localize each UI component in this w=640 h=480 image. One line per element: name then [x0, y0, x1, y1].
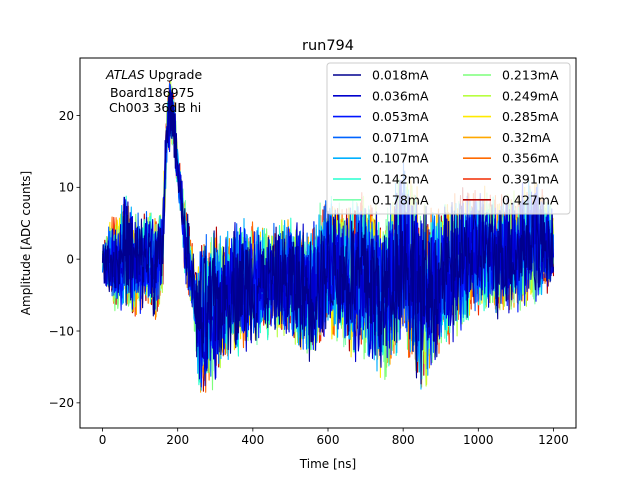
- legend-label: 0.249mA: [502, 88, 559, 103]
- legend-label: 0.285mA: [502, 109, 559, 124]
- y-tick-label: 10: [59, 181, 74, 195]
- legend-label: 0.071mA: [372, 130, 429, 145]
- legend-label: 0.356mA: [502, 151, 559, 166]
- legend-label: 0.107mA: [372, 151, 429, 166]
- annotation-atlas: ATLAS: [105, 67, 145, 82]
- legend-label: 0.018mA: [372, 68, 429, 83]
- x-tick-label: 800: [392, 433, 415, 447]
- annotation-line-1: ATLAS Upgrade: [105, 67, 202, 82]
- x-tick-label: 1000: [463, 433, 494, 447]
- legend-label: 0.391mA: [502, 172, 559, 187]
- y-axis-label: Amplitude [ADC counts]: [19, 171, 33, 315]
- y-tick-label: 0: [66, 252, 74, 266]
- legend-label: 0.036mA: [372, 88, 429, 103]
- legend-label: 0.32mA: [502, 130, 551, 145]
- chart-title: run794: [302, 38, 354, 54]
- legend-label: 0.053mA: [372, 109, 429, 124]
- series-layer: [101, 81, 555, 393]
- annotation-upgrade: Upgrade: [145, 67, 203, 82]
- y-tick-label: −10: [49, 324, 74, 338]
- legend: 0.018mA 0.036mA 0.053mA 0.071mA 0.107mA 0.142…: [326, 62, 571, 215]
- x-tick-label: 0: [99, 433, 107, 447]
- y-tick-label: −20: [49, 396, 74, 410]
- x-tick-label: 400: [241, 433, 264, 447]
- annotation-line-3: Ch003 36dB hi: [109, 100, 201, 115]
- annotation-line-2: Board186975: [110, 85, 194, 100]
- x-axis: 0 200 400 600 800 1000 1200: [99, 428, 569, 447]
- x-tick-label: 1200: [538, 433, 569, 447]
- legend-label: 0.427mA: [502, 192, 559, 207]
- x-axis-label: Time [ns]: [299, 457, 356, 471]
- atlas-annotation: ATLAS Upgrade Board186975 Ch003 36dB hi: [105, 67, 202, 115]
- x-tick-label: 600: [317, 433, 340, 447]
- legend-label: 0.213mA: [502, 68, 559, 83]
- legend-frame: [326, 62, 571, 215]
- legend-label: 0.142mA: [372, 172, 429, 187]
- y-axis: −20 −10 0 10 20: [49, 109, 80, 410]
- x-tick-label: 200: [166, 433, 189, 447]
- y-tick-label: 20: [59, 109, 74, 123]
- legend-label: 0.178mA: [372, 192, 429, 207]
